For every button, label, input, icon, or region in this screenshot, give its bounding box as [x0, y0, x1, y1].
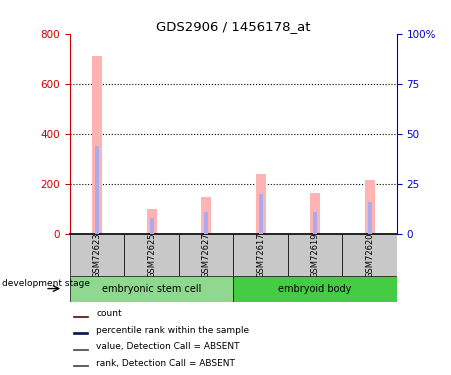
- Text: GSM72620: GSM72620: [365, 232, 374, 278]
- Bar: [124, 234, 179, 276]
- Bar: [368, 202, 372, 234]
- Bar: [234, 276, 397, 302]
- Text: GSM72617: GSM72617: [256, 232, 265, 278]
- Bar: [259, 194, 262, 234]
- Bar: [310, 193, 320, 234]
- Bar: [256, 174, 266, 234]
- Bar: [234, 234, 288, 276]
- Text: percentile rank within the sample: percentile rank within the sample: [96, 326, 249, 335]
- Text: GSM72627: GSM72627: [202, 232, 211, 278]
- Bar: [73, 332, 88, 333]
- Bar: [147, 209, 156, 234]
- Bar: [288, 234, 342, 276]
- Bar: [70, 276, 234, 302]
- Bar: [204, 212, 208, 234]
- Text: embryoid body: embryoid body: [278, 284, 352, 294]
- Bar: [92, 56, 102, 234]
- Title: GDS2906 / 1456178_at: GDS2906 / 1456178_at: [156, 20, 311, 33]
- Bar: [95, 146, 99, 234]
- Text: GSM72625: GSM72625: [147, 232, 156, 278]
- Bar: [73, 349, 88, 350]
- Bar: [73, 365, 88, 366]
- Text: GSM72619: GSM72619: [311, 232, 320, 278]
- Text: rank, Detection Call = ABSENT: rank, Detection Call = ABSENT: [96, 358, 235, 368]
- Bar: [342, 234, 397, 276]
- Bar: [313, 212, 317, 234]
- Text: development stage: development stage: [2, 279, 90, 288]
- Bar: [70, 234, 124, 276]
- Bar: [365, 180, 374, 234]
- Bar: [179, 234, 234, 276]
- Bar: [201, 197, 211, 234]
- Text: embryonic stem cell: embryonic stem cell: [102, 284, 201, 294]
- Text: GSM72623: GSM72623: [92, 232, 101, 278]
- Text: count: count: [96, 309, 122, 318]
- Bar: [150, 218, 153, 234]
- Text: value, Detection Call = ABSENT: value, Detection Call = ABSENT: [96, 342, 239, 351]
- Bar: [73, 316, 88, 317]
